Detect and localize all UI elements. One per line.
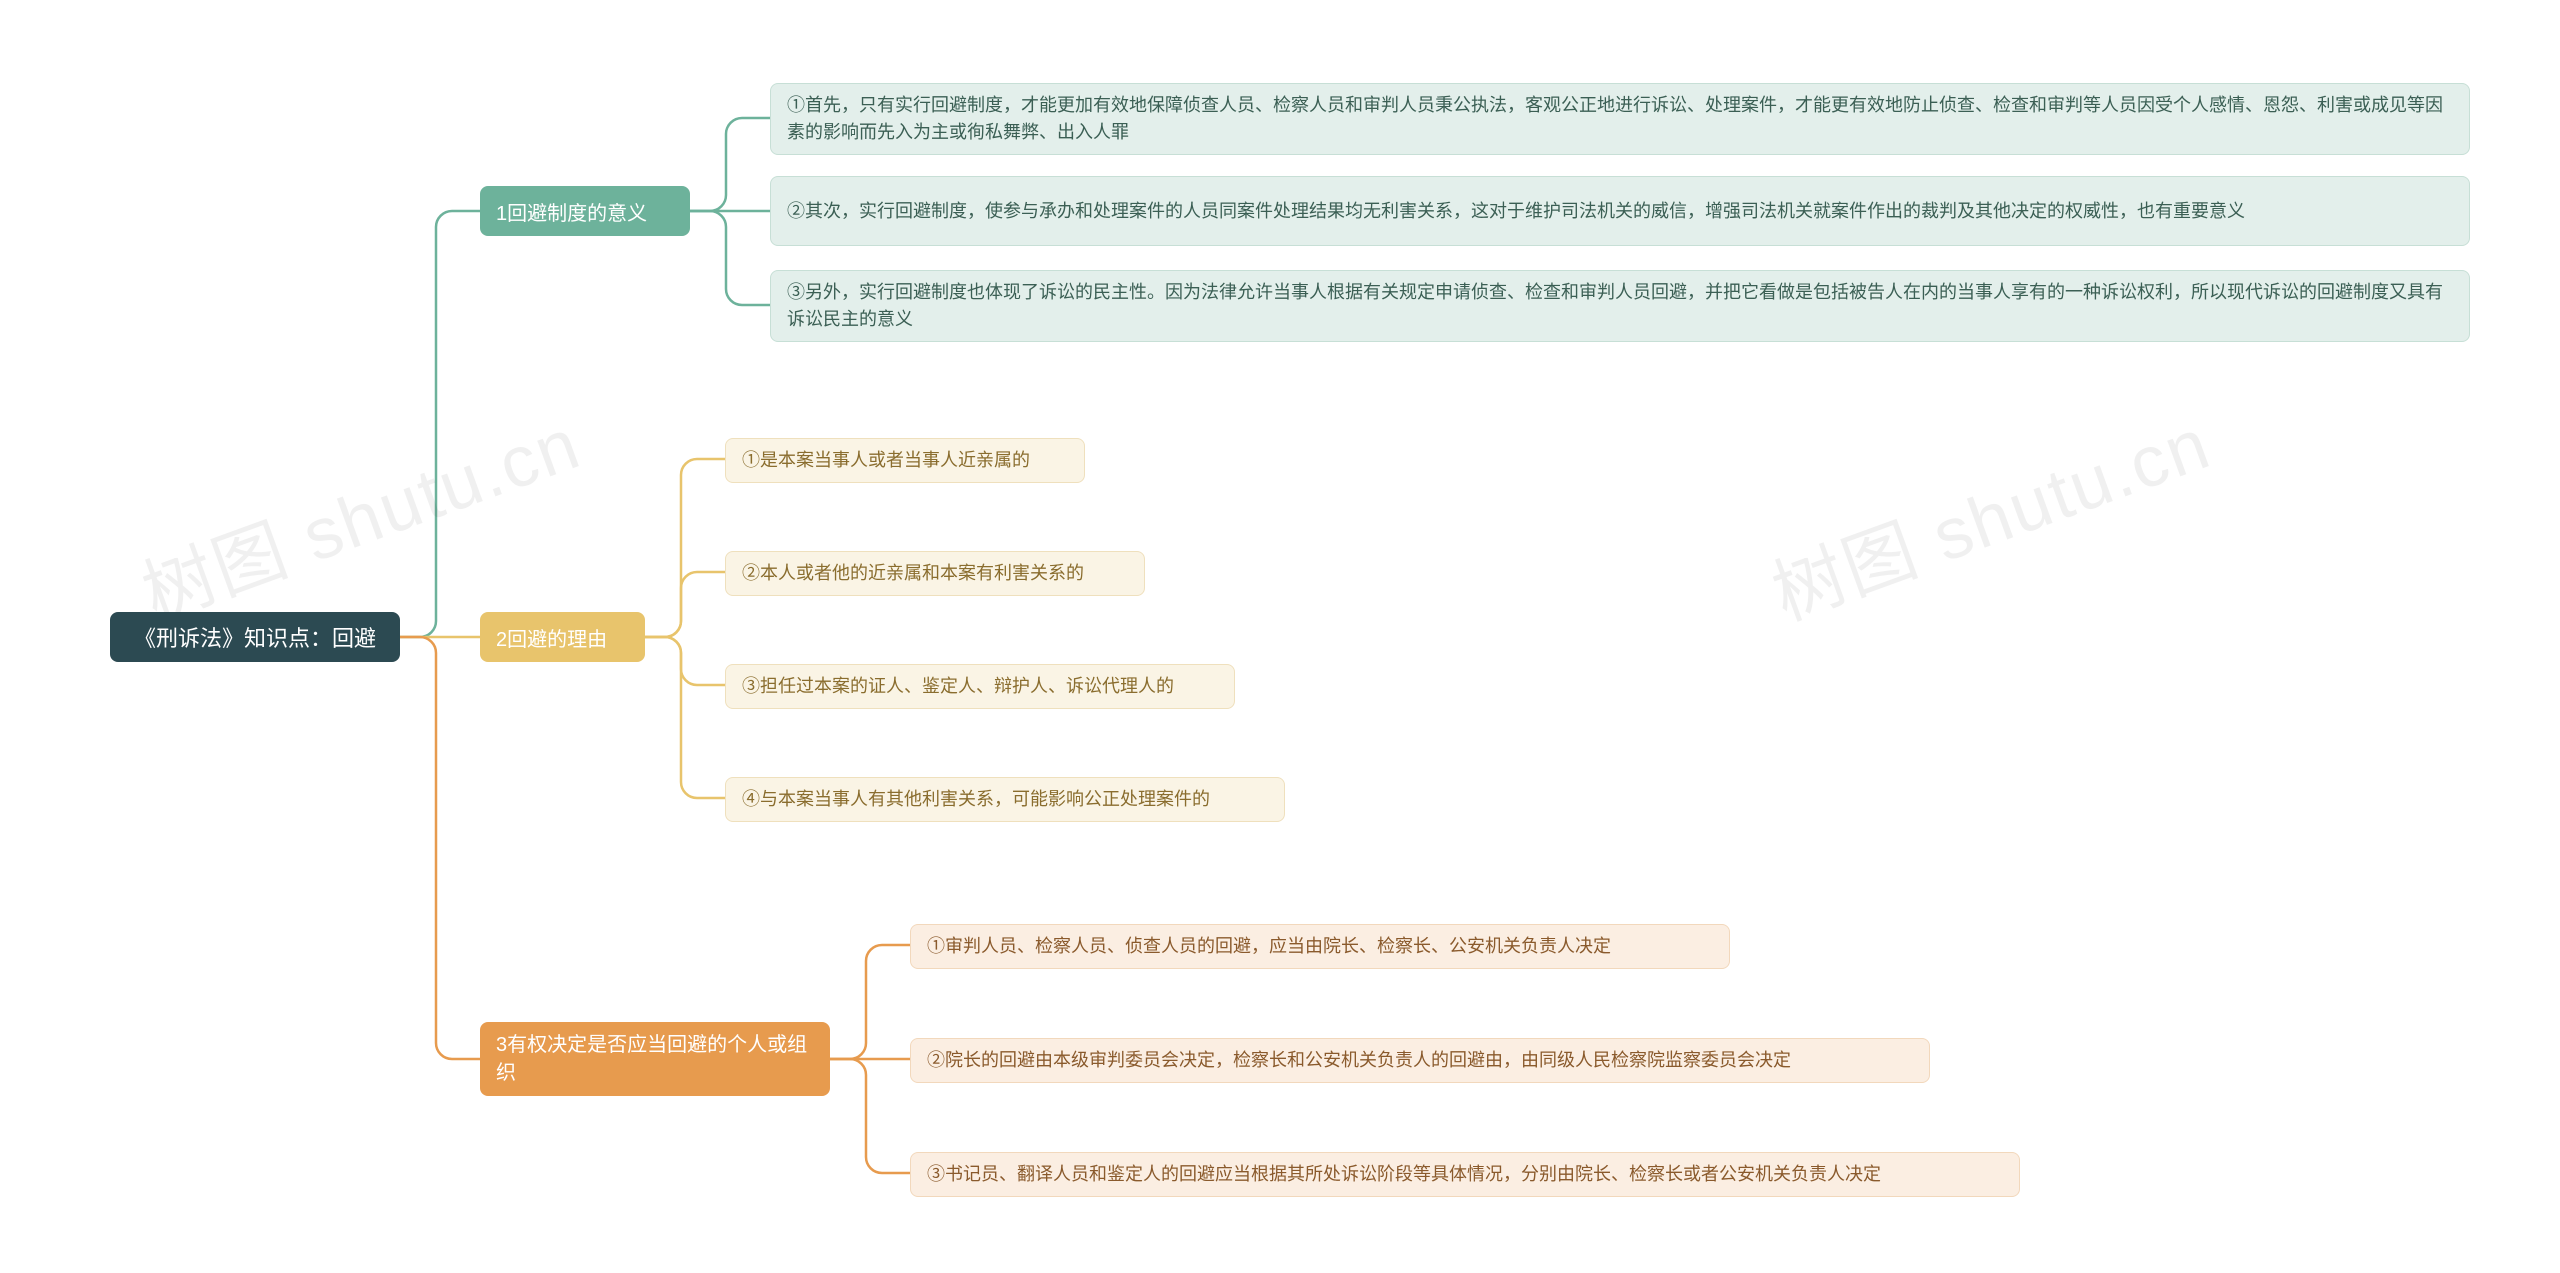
branch-node: 2回避的理由	[480, 612, 645, 662]
leaf-node: ③另外，实行回避制度也体现了诉讼的民主性。因为法律允许当事人根据有关规定申请侦查…	[770, 270, 2470, 342]
branch-node: 1回避制度的意义	[480, 186, 690, 236]
watermark: 树图 shutu.cn	[126, 385, 592, 640]
leaf-node: ②本人或者他的近亲属和本案有利害关系的	[725, 551, 1145, 596]
leaf-node: ①首先，只有实行回避制度，才能更加有效地保障侦查人员、检察人员和审判人员秉公执法…	[770, 83, 2470, 155]
leaf-node: ①审判人员、检察人员、侦查人员的回避，应当由院长、检察长、公安机关负责人决定	[910, 924, 1730, 969]
leaf-node: ②院长的回避由本级审判委员会决定，检察长和公安机关负责人的回避由，由同级人民检察…	[910, 1038, 1930, 1083]
leaf-node: ④与本案当事人有其他利害关系，可能影响公正处理案件的	[725, 777, 1285, 822]
leaf-node: ①是本案当事人或者当事人近亲属的	[725, 438, 1085, 483]
watermark: 树图 shutu.cn	[1756, 385, 2222, 640]
branch-node: 3有权决定是否应当回避的个人或组织	[480, 1022, 830, 1096]
leaf-node: ③担任过本案的证人、鉴定人、辩护人、诉讼代理人的	[725, 664, 1235, 709]
leaf-node: ③书记员、翻译人员和鉴定人的回避应当根据其所处诉讼阶段等具体情况，分别由院长、检…	[910, 1152, 2020, 1197]
leaf-node: ②其次，实行回避制度，使参与承办和处理案件的人员同案件处理结果均无利害关系，这对…	[770, 176, 2470, 246]
root-node: 《刑诉法》知识点：回避	[110, 612, 400, 662]
